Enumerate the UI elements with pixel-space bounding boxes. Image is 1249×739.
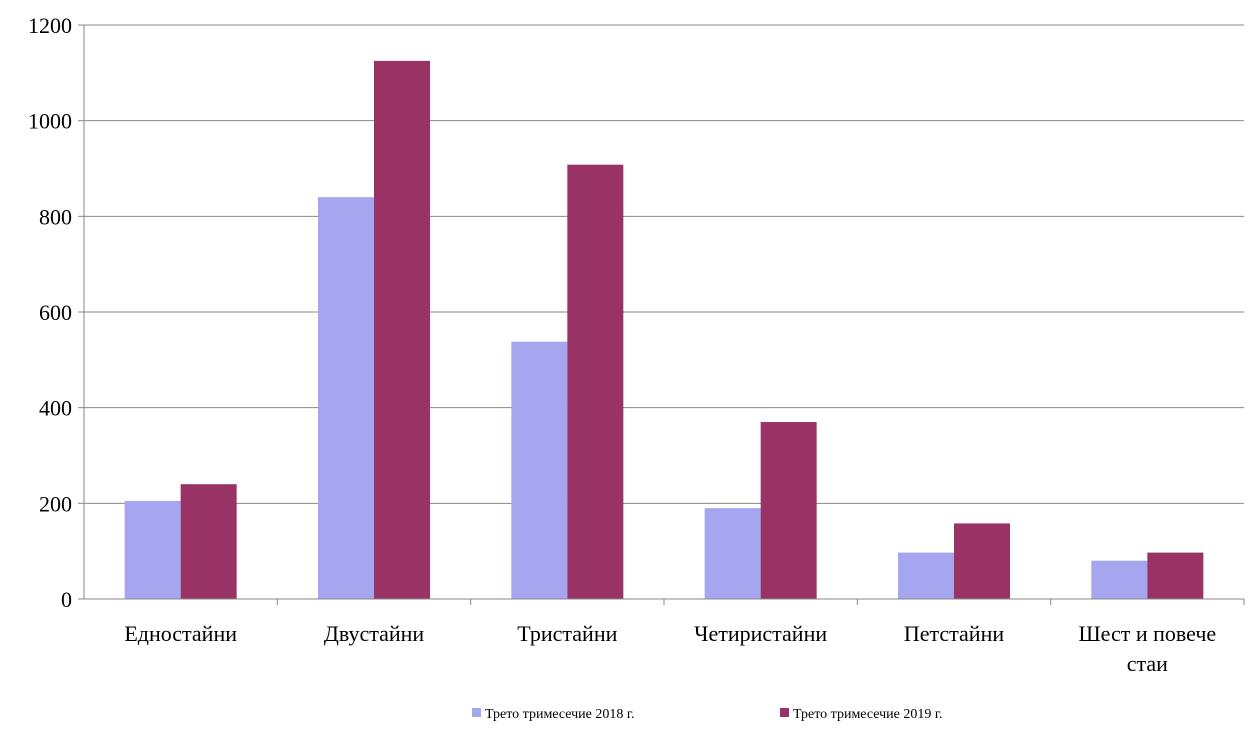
bar-series-0-2 bbox=[511, 341, 568, 599]
bar-series-0-5 bbox=[1091, 560, 1148, 599]
bar-series-0-1 bbox=[318, 197, 374, 599]
bars bbox=[124, 60, 1204, 599]
y-tick-label: 600 bbox=[39, 300, 72, 325]
bar-series-0-0 bbox=[124, 500, 181, 599]
x-tick-label-line: стаи bbox=[1127, 651, 1168, 676]
y-tick-label: 200 bbox=[39, 491, 72, 516]
bar-series-1-3 bbox=[760, 422, 817, 599]
x-tick-label-line: Едностайни bbox=[124, 621, 237, 646]
bar-series-0-4 bbox=[898, 552, 954, 599]
legend-swatch bbox=[780, 708, 789, 717]
gridlines bbox=[84, 24, 1244, 504]
bar-series-1-4 bbox=[954, 523, 1010, 599]
x-tick-label-line: Двустайни bbox=[324, 621, 425, 646]
bar-series-1-2 bbox=[567, 164, 624, 599]
x-tick-label-line: Четиристайни bbox=[694, 621, 827, 646]
y-tick-label: 1200 bbox=[28, 13, 72, 38]
y-tick-label: 400 bbox=[39, 396, 72, 421]
bar-series-1-5 bbox=[1147, 552, 1204, 599]
x-tick-label: Тристайни bbox=[517, 621, 617, 646]
x-tick-label-line: Петстайни bbox=[904, 621, 1004, 646]
legend-swatch bbox=[472, 708, 481, 717]
legend-label: Трето тримесечие 2019 г. bbox=[793, 707, 943, 722]
tick-labels: 0 200 400 600 800 1000 1200 Едностайни Двустайни… bbox=[28, 13, 1216, 676]
x-tick-label: Четиристайни bbox=[694, 621, 827, 646]
bar-series-1-1 bbox=[374, 60, 430, 599]
bar-series-1-0 bbox=[180, 484, 237, 599]
y-tick-label: 800 bbox=[39, 204, 72, 229]
legend-label: Трето тримесечие 2018 г. bbox=[485, 707, 635, 722]
x-tick-label: Шест и повече стаи bbox=[1078, 621, 1216, 676]
y-tick-label: 1000 bbox=[28, 109, 72, 134]
axes bbox=[78, 24, 1245, 605]
bar-series-0-3 bbox=[704, 508, 761, 599]
x-tick-label: Двустайни bbox=[324, 621, 425, 646]
x-tick-label: Петстайни bbox=[904, 621, 1004, 646]
x-tick-label-line: Тристайни bbox=[517, 621, 617, 646]
legend: Трето тримесечие 2018 г. Трето тримесечие… bbox=[472, 707, 943, 722]
x-tick-label: Едностайни bbox=[124, 621, 237, 646]
y-tick-label: 0 bbox=[61, 587, 72, 612]
x-tick-label-line: Шест и повече bbox=[1078, 621, 1216, 646]
